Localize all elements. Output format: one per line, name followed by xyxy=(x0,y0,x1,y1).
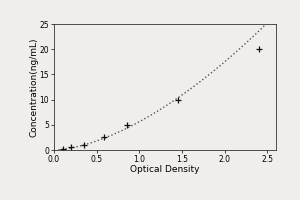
Y-axis label: Concentration(ng/mL): Concentration(ng/mL) xyxy=(29,37,38,137)
X-axis label: Optical Density: Optical Density xyxy=(130,165,200,174)
